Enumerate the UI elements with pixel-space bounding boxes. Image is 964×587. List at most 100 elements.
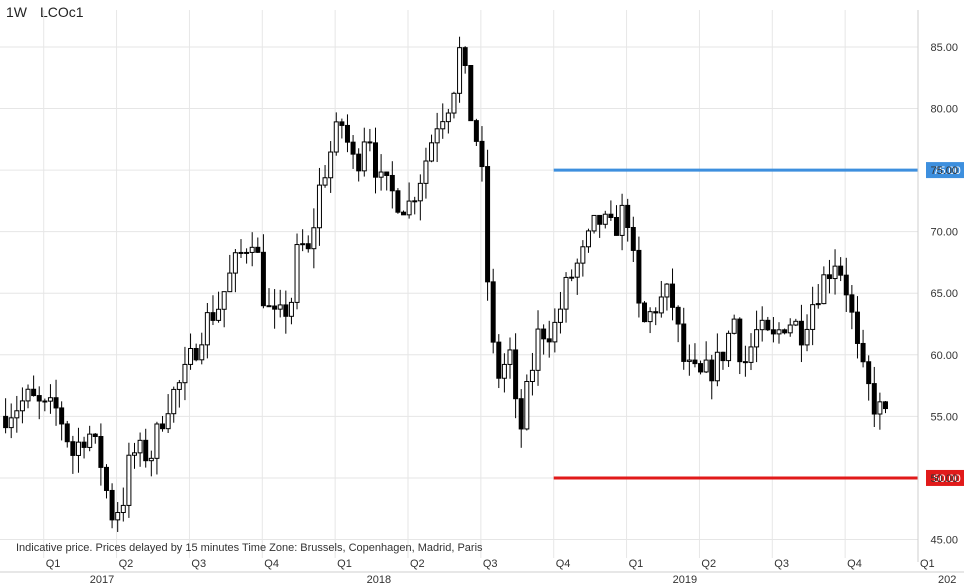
y-tick-label: 75.00 — [930, 165, 958, 177]
candle-body — [810, 304, 816, 330]
candle-body — [193, 348, 199, 361]
y-tick-label: 45.00 — [930, 535, 958, 547]
candle-body — [726, 332, 732, 362]
candle-body — [742, 361, 748, 364]
candle-body — [384, 171, 390, 176]
candle-body — [692, 359, 698, 365]
year-label: 2017 — [90, 574, 114, 586]
candle-body — [81, 441, 87, 448]
candle-body — [709, 359, 715, 382]
candle-body — [770, 329, 776, 335]
candle-body — [843, 274, 849, 296]
candle-body — [642, 302, 648, 323]
candle-body — [75, 441, 81, 456]
candle-body — [541, 328, 547, 340]
candle-body — [401, 211, 407, 216]
candle-body — [53, 397, 59, 409]
candle-body — [42, 400, 48, 403]
candle-body — [277, 304, 283, 310]
quarter-label: Q2 — [701, 558, 716, 570]
candle-body — [137, 439, 143, 454]
candle-body — [468, 65, 474, 122]
candle-body — [47, 397, 53, 402]
candle-body — [473, 120, 479, 142]
candle-body — [602, 213, 608, 225]
candle-body — [440, 121, 446, 130]
candle-body — [283, 304, 289, 317]
candle-body — [266, 305, 272, 308]
candle-body — [238, 251, 244, 254]
candle-body — [417, 182, 423, 202]
candle-body — [737, 318, 743, 363]
candle-body — [703, 359, 709, 373]
candle-body — [524, 381, 530, 430]
candle-body — [389, 174, 395, 192]
symbol-label[interactable]: LCOc1 — [40, 4, 84, 20]
y-tick-label: 70.00 — [930, 227, 958, 239]
candle-body — [176, 382, 182, 390]
quarter-label: Q3 — [774, 558, 789, 570]
candle-body — [14, 410, 20, 419]
candle-body — [720, 351, 726, 362]
year-label: 2018 — [367, 574, 391, 586]
candle-body — [496, 341, 502, 379]
candle-body — [244, 251, 250, 254]
candle-body — [445, 112, 451, 123]
year-label: 202 — [938, 574, 956, 586]
candle-body — [457, 47, 463, 94]
candle-body — [501, 363, 507, 379]
candle-body — [8, 417, 14, 429]
candle-body — [165, 413, 171, 430]
candle-body — [361, 141, 367, 172]
quarter-label: Q4 — [264, 558, 279, 570]
candle-body — [782, 329, 788, 334]
y-tick-label: 55.00 — [930, 411, 958, 423]
candle-body — [759, 319, 765, 331]
candle-body — [103, 466, 109, 491]
candle-body — [249, 246, 255, 253]
candle-body — [333, 121, 339, 153]
candle-body — [59, 407, 65, 425]
candle-body — [653, 311, 659, 314]
candle-body — [232, 252, 238, 274]
candle-body — [143, 439, 149, 462]
interval-label[interactable]: 1W — [6, 4, 27, 20]
y-tick-label: 85.00 — [930, 42, 958, 54]
candle-body — [182, 363, 188, 384]
candle-body — [350, 141, 356, 155]
candle-body — [36, 395, 42, 402]
candle-body — [216, 308, 222, 321]
candle-body — [485, 166, 491, 283]
candle-body — [714, 351, 720, 382]
candle-body — [25, 388, 31, 402]
candle-body — [686, 359, 692, 362]
candle-body — [776, 329, 782, 335]
candle-body — [860, 342, 866, 363]
candle-body — [87, 433, 93, 448]
candle-body — [148, 457, 154, 462]
quarter-label: Q1 — [337, 558, 352, 570]
candle-body — [854, 311, 860, 344]
candle-body — [546, 338, 552, 343]
candles — [3, 36, 888, 532]
candle-body — [19, 400, 25, 412]
candle-body — [171, 388, 177, 415]
candle-body — [372, 142, 378, 178]
candle-body — [608, 213, 614, 218]
candle-body — [826, 274, 832, 280]
candle-body — [815, 303, 821, 306]
candle-body — [294, 244, 300, 303]
y-axis: 45.00 50.00 55.00 60.00 65.00 70.00 75.00 80.00… — [917, 10, 958, 562]
level-label-bg — [926, 469, 964, 486]
x-axis: Q1 Q2 Q3 Q4 Q1 Q2 Q3 Q4 Q1 Q2 Q3 Q4 Q1 2017 2018 2019 20… — [0, 558, 964, 586]
candle-body — [636, 249, 642, 304]
candle-body — [395, 190, 401, 213]
candle-body — [367, 141, 373, 144]
candle-body — [344, 124, 350, 143]
candle-body — [597, 214, 603, 225]
candle-body — [260, 251, 266, 307]
candle-body — [585, 230, 591, 248]
candle-body — [518, 398, 524, 430]
candle-body — [871, 383, 877, 415]
